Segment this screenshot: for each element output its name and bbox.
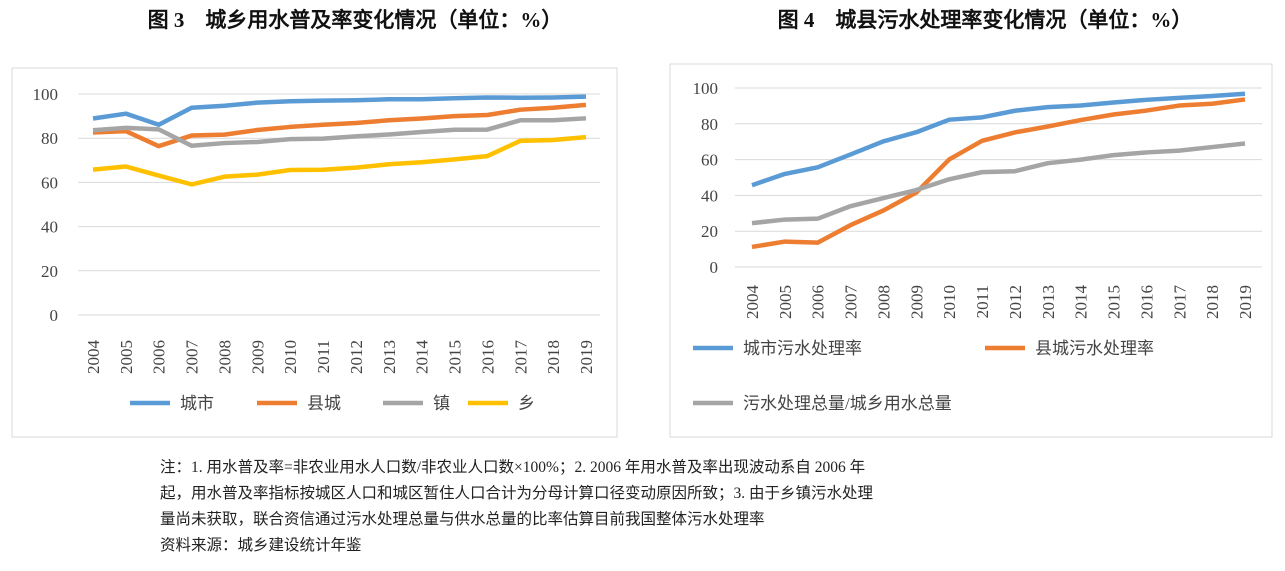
x-tick-label: 2009 — [248, 340, 267, 374]
x-tick-label: 2018 — [1203, 285, 1222, 319]
x-tick-label: 2011 — [973, 285, 992, 318]
x-tick-label: 2019 — [1236, 285, 1255, 319]
series-line-污水处理总量/城乡用水总量 — [751, 141, 1246, 226]
y-tick-label: 60 — [41, 173, 58, 192]
x-tick-label: 2008 — [215, 340, 234, 374]
x-tick-label: 2016 — [1137, 285, 1156, 319]
footnote-line-1: 注：1. 用水普及率=非农业用水人口数/非农业人口数×100%；2. 2006 … — [160, 459, 866, 476]
chart4-title: 图 4 城县污水处理率变化情况（单位：%） — [778, 8, 1193, 32]
x-tick-label: 2017 — [1170, 285, 1189, 320]
legend-label: 镇 — [433, 394, 450, 413]
x-tick-label: 2007 — [842, 285, 861, 320]
series-line-城市 — [92, 94, 587, 127]
x-tick-label: 2008 — [874, 285, 893, 319]
chart4-plot: 0 20 40 60 80 100 2004 2005 2006 2007 2008 2009 2010… — [693, 79, 1262, 413]
y-tick-label: 100 — [33, 85, 59, 104]
x-tick-label: 2019 — [577, 340, 596, 374]
y-tick-label: 20 — [701, 222, 718, 241]
chart3-title: 图 3 城乡用水普及率变化情况（单位：%） — [148, 8, 563, 32]
series-line-乡 — [92, 134, 587, 187]
legend-label: 乡 — [518, 394, 535, 413]
x-tick-label: 2014 — [1072, 285, 1091, 320]
x-tick-label: 2009 — [907, 285, 926, 319]
x-tick-label: 2005 — [776, 285, 795, 319]
y-tick-label: 100 — [693, 79, 719, 98]
y-tick-label: 80 — [701, 115, 718, 134]
legend-label: 县城 — [307, 394, 341, 413]
source-note: 资料来源：城乡建设统计年鉴 — [160, 537, 362, 554]
x-tick-label: 2010 — [281, 340, 300, 374]
x-tick-label: 2014 — [413, 340, 432, 375]
footnote-line-3: 量尚未获取，联合资信通过污水处理总量与供水总量的比率估算目前我国整体污水处理率 — [160, 511, 765, 528]
x-tick-label: 2010 — [940, 285, 959, 319]
y-tick-label: 60 — [701, 151, 718, 170]
y-tick-label: 0 — [50, 306, 59, 325]
x-tick-label: 2013 — [1039, 285, 1058, 319]
x-tick-label: 2004 — [743, 285, 762, 320]
legend-label: 城市 — [180, 394, 214, 413]
x-tick-label: 2016 — [478, 340, 497, 374]
legend-label: 县城污水处理率 — [1035, 339, 1154, 358]
x-tick-label: 2011 — [314, 340, 333, 373]
x-tick-label: 2007 — [183, 340, 202, 375]
series-line-城市污水处理率 — [751, 91, 1246, 188]
x-tick-label: 2018 — [544, 340, 563, 374]
x-tick-label: 2004 — [84, 340, 103, 375]
footnote-line-2: 起，用水普及率指标按城区人口和城区暂住人口合计为分母计算口径变动原因所致；3. … — [160, 485, 874, 502]
series-line-县城 — [92, 102, 587, 149]
legend-label: 污水处理总量/城乡用水总量 — [743, 394, 952, 413]
x-tick-label: 2017 — [511, 340, 530, 375]
y-tick-label: 20 — [41, 262, 58, 281]
legend-label: 城市污水处理率 — [743, 339, 862, 358]
x-tick-label: 2006 — [150, 340, 169, 374]
chart3-plot: 0 20 40 60 80 100 2004 2005 2006 2007 2008 2009 2010… — [33, 85, 600, 413]
chart4-frame — [669, 63, 1273, 438]
x-tick-label: 2005 — [117, 340, 136, 374]
x-tick-label: 2012 — [347, 340, 366, 374]
series-line-镇 — [92, 116, 587, 148]
series-line-县城污水处理率 — [751, 97, 1246, 250]
x-tick-label: 2015 — [446, 340, 465, 374]
x-tick-label: 2013 — [380, 340, 399, 374]
y-tick-label: 80 — [41, 129, 58, 148]
x-tick-label: 2012 — [1006, 285, 1025, 319]
y-tick-label: 40 — [701, 186, 718, 205]
y-tick-label: 0 — [710, 258, 719, 277]
x-tick-label: 2006 — [809, 285, 828, 319]
y-tick-label: 40 — [41, 218, 58, 237]
x-tick-label: 2015 — [1105, 285, 1124, 319]
